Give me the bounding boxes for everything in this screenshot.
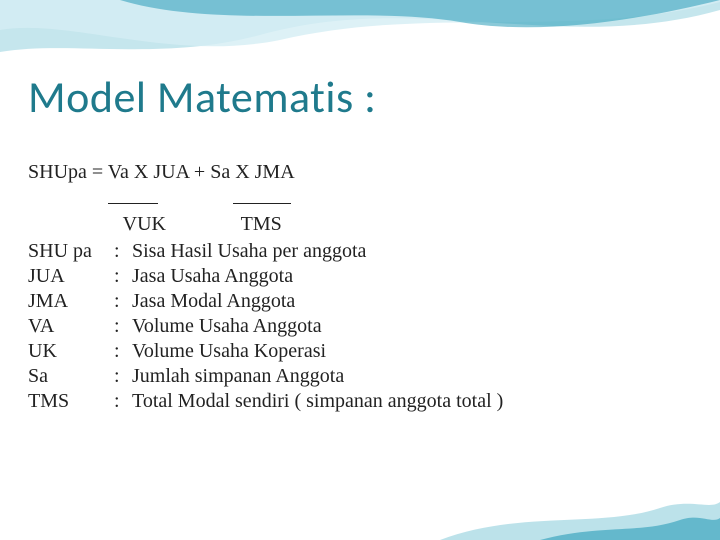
- definition-separator: :: [114, 364, 132, 389]
- definition-term: TMS: [28, 389, 114, 414]
- definition-row: TMS : Total Modal sendiri ( simpanan ang…: [28, 389, 692, 414]
- definition-list: SHU pa : Sisa Hasil Usaha per anggota JU…: [28, 239, 692, 414]
- definition-row: SHU pa : Sisa Hasil Usaha per anggota: [28, 239, 692, 264]
- definition-row: Sa : Jumlah simpanan Anggota: [28, 364, 692, 389]
- definition-separator: :: [114, 314, 132, 339]
- definition-separator: :: [114, 239, 132, 264]
- definition-term: JUA: [28, 264, 114, 289]
- definition-row: UK : Volume Usaha Koperasi: [28, 339, 692, 364]
- definition-desc: Jumlah simpanan Anggota: [132, 364, 692, 389]
- definition-row: VA : Volume Usaha Anggota: [28, 314, 692, 339]
- page-title: Model Matematis :: [28, 70, 692, 124]
- definition-separator: :: [114, 264, 132, 289]
- definition-desc: Total Modal sendiri ( simpanan anggota t…: [132, 389, 692, 414]
- definition-desc: Jasa Modal Anggota: [132, 289, 692, 314]
- definition-term: JMA: [28, 289, 114, 314]
- definition-separator: :: [114, 289, 132, 314]
- fraction-rule-right: [233, 196, 291, 204]
- definition-separator: :: [114, 389, 132, 414]
- fraction-denominator: VUK TMS: [28, 212, 692, 237]
- fraction-numerator-rules: [28, 187, 692, 212]
- definition-desc: Volume Usaha Anggota: [132, 314, 692, 339]
- definition-desc: Jasa Usaha Anggota: [132, 264, 692, 289]
- decorative-wave-bottom: [0, 480, 720, 540]
- definition-term: UK: [28, 339, 114, 364]
- definition-separator: :: [114, 339, 132, 364]
- fraction-rule-left: [108, 196, 158, 204]
- definition-desc: Sisa Hasil Usaha per anggota: [132, 239, 692, 264]
- definition-term: Sa: [28, 364, 114, 389]
- definition-row: JUA : Jasa Usaha Anggota: [28, 264, 692, 289]
- definition-desc: Volume Usaha Koperasi: [132, 339, 692, 364]
- definition-row: JMA : Jasa Modal Anggota: [28, 289, 692, 314]
- definition-term: SHU pa: [28, 239, 114, 264]
- definition-term: VA: [28, 314, 114, 339]
- formula-line: SHUpa = Va X JUA + Sa X JMA: [28, 160, 692, 185]
